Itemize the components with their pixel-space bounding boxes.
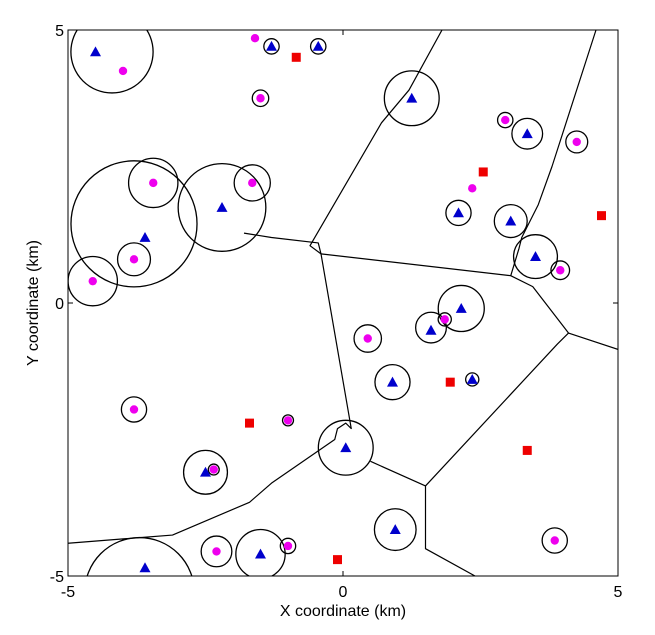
coverage-circle xyxy=(70,160,198,288)
coverage-circle xyxy=(353,324,383,353)
coverage-circle xyxy=(437,284,485,333)
triangle-marker xyxy=(453,207,464,218)
coverage-circle xyxy=(182,449,229,495)
x-axis-label: X coordinate (km) xyxy=(280,603,406,620)
coverage-circle xyxy=(512,234,559,280)
coverage-circle xyxy=(493,204,528,239)
dot-marker xyxy=(88,276,97,286)
coverage-circle xyxy=(437,312,452,327)
y-tick-label: 5 xyxy=(55,23,64,40)
triangle-marker xyxy=(521,128,533,139)
dot-marker xyxy=(129,255,139,264)
cell-boundary-line xyxy=(424,332,569,576)
coverage-circle xyxy=(541,527,569,554)
dot-marker xyxy=(250,33,260,43)
triangle-marker xyxy=(425,324,437,335)
coverage-circles xyxy=(68,30,589,576)
coverage-circle xyxy=(279,537,297,555)
dot-marker xyxy=(283,541,293,551)
y-tick-label: -5 xyxy=(50,569,64,586)
square-marker xyxy=(597,211,606,221)
dot-marker xyxy=(440,315,449,324)
cell-boundary-line xyxy=(320,253,511,277)
y-axis-label: Y coordinate (km) xyxy=(25,240,42,366)
coverage-circle xyxy=(565,130,589,154)
dot-marker xyxy=(572,137,581,147)
triangle-marker xyxy=(139,231,151,242)
coverage-circle xyxy=(511,117,544,150)
coverage-circle xyxy=(263,38,280,55)
coverage-circle xyxy=(383,70,440,127)
coverage-circle xyxy=(177,162,267,252)
square-marker xyxy=(445,377,455,387)
dot-marker xyxy=(129,405,139,414)
dot-marker xyxy=(212,547,221,556)
coverage-circle xyxy=(309,38,327,55)
x-tick-label: 0 xyxy=(339,584,348,601)
triangle-marker xyxy=(200,466,211,477)
coverage-circle xyxy=(281,414,295,427)
square-marker xyxy=(245,418,254,428)
cell-boundaries xyxy=(68,30,618,576)
coverage-circle xyxy=(465,372,480,387)
dot-marker xyxy=(248,178,257,188)
triangle-marker xyxy=(387,376,398,387)
triangle-marker xyxy=(530,251,541,261)
triangle-marker xyxy=(505,215,517,226)
coverage-circle xyxy=(200,535,233,568)
triangle-marker xyxy=(455,302,467,313)
cell-boundary-line xyxy=(510,30,618,350)
square-marker xyxy=(291,52,301,62)
triangle-marker xyxy=(466,373,478,384)
triangle-marker xyxy=(255,548,266,559)
dot-marker xyxy=(118,66,128,76)
dot-marker xyxy=(256,94,265,103)
cell-boundary-line xyxy=(243,30,443,255)
coverage-circle xyxy=(317,419,374,476)
coverage-circle xyxy=(116,242,152,277)
dot-marker xyxy=(363,334,372,343)
triangle-marker xyxy=(340,442,352,453)
triangle-marker xyxy=(266,40,277,51)
x-tick-label: -5 xyxy=(61,584,75,601)
square-marker xyxy=(522,445,532,455)
square-marker xyxy=(478,167,488,177)
dot-marker xyxy=(501,115,510,125)
triangle-marker xyxy=(216,201,228,212)
coverage-circle xyxy=(445,199,472,227)
triangle-marker xyxy=(406,92,418,103)
axis-ticks: -5 0 5 -5 0 5 xyxy=(50,23,623,601)
coverage-circle xyxy=(127,157,179,209)
coverage-circle xyxy=(374,363,411,401)
triangle-marker xyxy=(139,562,151,573)
y-tick-label: 0 xyxy=(55,296,64,313)
coverage-circle xyxy=(233,164,271,202)
x-tick-label: 5 xyxy=(614,584,623,601)
cell-boundary-line xyxy=(68,253,352,544)
dot-marker xyxy=(283,416,293,425)
coverage-circle xyxy=(235,528,286,576)
coverage-circle xyxy=(86,536,193,576)
dot-marker xyxy=(556,266,565,275)
coverage-circle xyxy=(373,508,417,552)
coverage-circle xyxy=(496,111,514,129)
coverage-circle xyxy=(415,311,447,344)
markers xyxy=(88,33,606,573)
coverage-circle xyxy=(207,463,220,476)
triangle-marker xyxy=(389,524,401,534)
dot-marker xyxy=(149,178,158,188)
dot-marker xyxy=(550,536,559,545)
triangle-marker xyxy=(312,40,324,51)
coverage-circle xyxy=(120,396,148,423)
axes-frame xyxy=(67,29,619,577)
cell-boundary-line xyxy=(370,460,426,487)
dot-marker xyxy=(468,184,477,193)
coverage-circle xyxy=(550,260,571,281)
dot-marker xyxy=(209,465,218,474)
square-marker xyxy=(333,555,342,565)
triangle-marker xyxy=(90,46,101,57)
coverage-circle xyxy=(251,89,270,108)
coverage-circle xyxy=(70,30,154,94)
